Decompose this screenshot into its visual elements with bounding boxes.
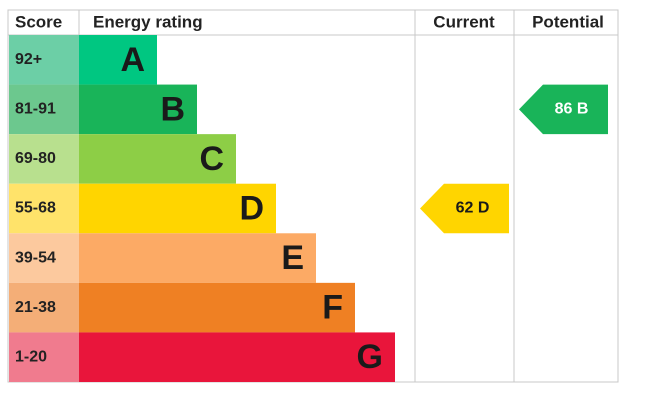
rating-letter: B [160,90,185,128]
score-cell [9,35,79,85]
rating-bar [79,332,395,382]
score-cell [9,282,79,333]
score-label: 69-80 [15,150,56,167]
score-cell [9,84,79,135]
rating-bar [79,84,197,135]
score-label: 92+ [15,51,42,68]
current-band: D [478,200,490,217]
current-value: 62 [456,200,474,217]
table-frame [7,9,619,383]
potential-arrow [519,84,608,135]
score-cell [9,134,79,184]
score-label: 55-68 [15,200,56,217]
potential-band: B [577,101,589,118]
score-label: 39-54 [15,249,56,266]
score-label: 21-38 [15,299,56,316]
score-cell [9,332,79,382]
rating-letter: G [357,338,383,376]
rating-bar [79,282,355,333]
rating-bar [79,233,316,283]
potential-label: 86 B [555,101,589,118]
rating-bar [79,183,276,234]
rating-letter: E [281,239,304,277]
current-label: 62 D [456,200,490,217]
rating-bar [79,35,157,85]
potential-value: 86 [555,101,573,118]
rating-bar [79,134,236,184]
current-arrow [420,183,509,234]
rating-letter: D [239,189,264,227]
score-label: 1-20 [15,348,47,365]
header-potential: Potential [532,12,604,31]
score-label: 81-91 [15,101,56,118]
rating-letter: A [120,41,145,79]
rating-letter: F [322,289,343,327]
header-score: Score [15,12,62,31]
header-current: Current [433,12,495,31]
rating-letter: C [199,140,224,178]
header-rating: Energy rating [93,12,203,31]
score-cell [9,183,79,234]
score-cell [9,233,79,283]
